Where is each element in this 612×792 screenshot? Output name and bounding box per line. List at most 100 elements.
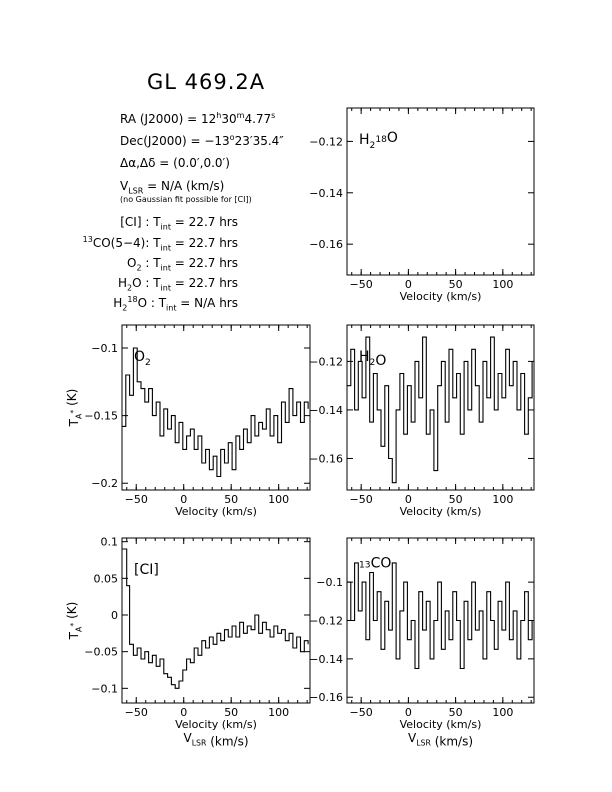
y-tick-label: −0.12 xyxy=(309,355,343,368)
tint-h218o-val: = N/A hrs xyxy=(176,296,238,310)
y-tick-label: 0 xyxy=(111,609,118,622)
x-tick-label: −50 xyxy=(125,493,148,506)
x-tick-label: 100 xyxy=(268,706,289,719)
y-axis-label: TA* (K) xyxy=(65,602,83,641)
x-tick-label: 0 xyxy=(180,706,187,719)
y-tick-label: −0.14 xyxy=(309,653,343,666)
y-tick-label: −0.1 xyxy=(91,682,118,695)
tint-13co-val: = 22.7 hrs xyxy=(170,236,238,250)
tint-h218o-sub: 2 xyxy=(122,303,128,313)
species-label: [CI] xyxy=(134,562,159,578)
tint-13co: 13CO(5−4): Tint = 22.7 hrs xyxy=(82,235,238,253)
y-tick-label: 0.1 xyxy=(101,536,119,549)
tint-h2o-post: O : T xyxy=(132,276,161,290)
plot-frame xyxy=(121,537,311,704)
tint-ci-val: = 22.7 hrs xyxy=(170,215,238,229)
spectrum-panel-middle-left: −50 0 50 100 −0.1 −0.15 −0.2 Velocity (km/s) TA*… xyxy=(65,324,311,518)
ra-s: s xyxy=(271,111,276,120)
tint-h2o-tsub: int xyxy=(160,283,171,293)
y-axis-label-group: TA* (K) xyxy=(65,389,83,428)
y-tick-label: −0.2 xyxy=(91,477,118,490)
ra-pre: RA (J2000) = 12 xyxy=(120,112,217,126)
ra-h: h xyxy=(216,111,222,120)
ra-mid: 30 xyxy=(221,112,237,126)
x-tick-label: 50 xyxy=(449,278,463,291)
x-tick-label: 100 xyxy=(492,706,513,719)
species-label: H218O xyxy=(359,130,398,151)
y-tick-label: 0.05 xyxy=(94,572,119,585)
ra-line: RA (J2000) = 12h30m4.77s xyxy=(120,111,276,127)
x-axis-label: Velocity (km/s) xyxy=(175,505,257,518)
tint-ci-post: : T xyxy=(141,215,161,229)
tint-h218o-post: O : T xyxy=(137,296,167,310)
vlsr-post: = N/A (km/s) xyxy=(143,179,225,193)
plot-frame xyxy=(121,324,311,491)
x-tick-label: 100 xyxy=(492,493,513,506)
x-tick-label: 0 xyxy=(405,278,412,291)
x-tick-label: 50 xyxy=(449,706,463,719)
tint-13co-sup: 13 xyxy=(82,235,93,244)
x-axis-label-vlsr: VLSR (km/s) xyxy=(408,731,473,749)
y-tick-label: −0.12 xyxy=(309,615,343,628)
tint-h2o: H2O : Tint = 22.7 hrs xyxy=(117,276,238,293)
species-label: H2O xyxy=(359,349,386,369)
tint-h2o-sub: 2 xyxy=(127,283,133,293)
y-tick-label: −0.16 xyxy=(309,691,343,704)
tint-o2-pre: O xyxy=(126,256,137,270)
y-axis-label-group: TA* (K) xyxy=(65,602,83,641)
y-tick-label: −0.14 xyxy=(309,187,343,200)
x-tick-label: 100 xyxy=(492,278,513,291)
tint-o2-sub: 2 xyxy=(136,263,142,273)
x-tick-label: 0 xyxy=(405,493,412,506)
x-tick-label: −50 xyxy=(350,493,373,506)
y-tick-label: −0.16 xyxy=(309,452,343,465)
vlsr-sub: LSR xyxy=(128,186,144,196)
tint-h218o: H218O : Tint = N/A hrs xyxy=(113,295,238,313)
tint-o2-val: = 22.7 hrs xyxy=(170,256,238,270)
x-tick-label: 50 xyxy=(224,706,238,719)
dec-line: Dec(J2000) = −13o23′35.4″ xyxy=(120,134,284,149)
y-tick-label: −0.1 xyxy=(91,342,118,355)
spectrum-panel-top-right: −50 0 50 100 −0.12 −0.14 −0.16 Velocity (km/s) H… xyxy=(309,107,535,303)
tint-o2-tsub: int xyxy=(160,263,171,273)
x-tick-label: 100 xyxy=(268,493,289,506)
x-axis-label: Velocity (km/s) xyxy=(400,290,482,303)
plot-frame xyxy=(346,107,535,276)
ra-post: 4.77 xyxy=(244,112,272,126)
tint-o2-post: : T xyxy=(141,256,161,270)
y-tick-label: −0.15 xyxy=(84,410,118,423)
x-axis-label: Velocity (km/s) xyxy=(175,718,257,731)
species-label: O2 xyxy=(134,349,151,368)
x-axis-label: Velocity (km/s) xyxy=(400,505,482,518)
x-tick-label: 50 xyxy=(224,493,238,506)
ra-m: m xyxy=(236,111,245,120)
tint-13co-post: CO(5−4): T xyxy=(92,236,161,250)
x-tick-label: −50 xyxy=(350,706,373,719)
y-tick-label: −0.05 xyxy=(84,646,118,659)
dec-post: 23′35.4″ xyxy=(234,134,284,148)
y-tick-label: −0.14 xyxy=(309,404,343,417)
x-axis-label: Velocity (km/s) xyxy=(400,718,482,731)
x-tick-label: −50 xyxy=(125,706,148,719)
spectrum-line xyxy=(347,562,533,670)
tint-ci-tsub: int xyxy=(160,222,171,232)
y-tick-label: −0.1 xyxy=(316,576,343,589)
x-tick-label: 0 xyxy=(405,706,412,719)
x-tick-label: 50 xyxy=(449,493,463,506)
spectrum-line xyxy=(122,548,309,689)
tint-ci: [CI] : Tint = 22.7 hrs xyxy=(120,215,238,232)
tint-h218o-pre: H xyxy=(113,296,123,310)
vlsr-line: VLSR = N/A (km/s) xyxy=(120,179,225,196)
tint-ci-pre: [CI] xyxy=(120,215,142,229)
x-tick-label: −50 xyxy=(350,278,373,291)
tint-h2o-pre: H xyxy=(117,276,127,290)
tint-13co-tsub: int xyxy=(160,243,171,253)
spectrum-panel-bottom-right: −50 0 50 100 −0.1 −0.12 −0.14 −0.16 Velocity (km… xyxy=(309,537,535,749)
spectrum-line xyxy=(122,347,309,478)
tint-h218o-sup: 18 xyxy=(127,295,138,304)
species-label: 13CO xyxy=(359,556,391,572)
spectrum-panel-middle-right: −50 0 50 100 −0.12 −0.14 −0.16 Velocity (km/s) H… xyxy=(309,324,535,518)
tint-h218o-tsub: int xyxy=(166,303,177,313)
